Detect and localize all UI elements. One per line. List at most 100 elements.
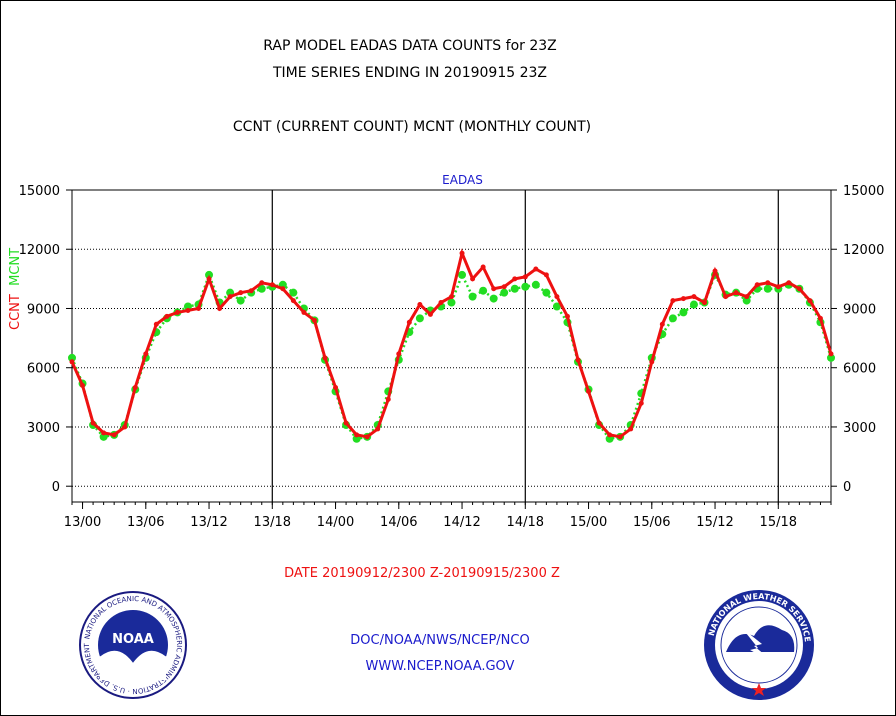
data-point-ccnt: [512, 276, 518, 282]
data-point-mcnt: [99, 432, 108, 441]
footer-org[interactable]: DOC/NOAA/NWS/NCEP/NCO: [350, 633, 530, 648]
data-point-ccnt: [406, 319, 412, 325]
data-point-mcnt: [415, 314, 424, 323]
data-point-mcnt: [257, 284, 266, 293]
data-point-mcnt: [542, 288, 551, 297]
data-point-ccnt: [786, 280, 792, 286]
data-point-mcnt: [68, 353, 76, 362]
data-point-mcnt: [489, 294, 498, 303]
data-point-ccnt: [691, 294, 697, 300]
data-point-mcnt: [521, 282, 530, 291]
data-point-ccnt: [111, 432, 117, 438]
data-point-ccnt: [185, 307, 191, 313]
data-point-ccnt: [354, 432, 360, 438]
data-point-ccnt: [733, 290, 739, 296]
data-point-ccnt: [375, 426, 381, 432]
data-point-ccnt: [617, 434, 623, 440]
noaa-logo: NATIONAL OCEANIC AND ATMOSPHERIC ADMINIS…: [78, 590, 187, 699]
data-point-ccnt: [364, 434, 370, 440]
x-tick-label: 13/12: [190, 515, 227, 530]
data-point-ccnt: [333, 384, 339, 390]
data-point-ccnt: [522, 274, 528, 280]
x-tick-label: 14/18: [507, 515, 544, 530]
data-point-ccnt: [586, 388, 592, 394]
data-point-ccnt: [807, 298, 813, 304]
data-point-ccnt: [491, 286, 497, 292]
chart-title-line1: RAP MODEL EADAS DATA COUNTS for 23Z: [263, 38, 557, 54]
data-point-ccnt: [396, 351, 402, 357]
data-point-ccnt: [554, 294, 560, 300]
data-point-mcnt: [668, 314, 677, 323]
y-tick-label-right: 0: [843, 480, 851, 495]
chart-subtitle: EADAS: [442, 173, 483, 187]
data-point-ccnt: [449, 294, 454, 300]
footer-url[interactable]: WWW.NCEP.NOAA.GOV: [365, 659, 515, 674]
y-tick-label-right: 3000: [843, 421, 876, 436]
data-point-ccnt: [754, 282, 760, 288]
data-point-ccnt: [90, 420, 96, 426]
data-point-ccnt: [670, 298, 676, 304]
data-point-mcnt: [289, 288, 298, 297]
data-point-ccnt: [480, 264, 486, 270]
y-tick-label-right: 6000: [843, 362, 876, 377]
y-tick-label-right: 12000: [843, 243, 884, 258]
data-point-ccnt: [69, 359, 75, 365]
data-point-ccnt: [765, 280, 771, 286]
y-tick-label-left: 9000: [27, 302, 60, 317]
x-tick-label: 13/00: [64, 515, 101, 530]
data-point-ccnt: [280, 286, 286, 292]
data-point-mcnt: [510, 284, 519, 293]
data-point-mcnt: [500, 288, 509, 297]
data-point-mcnt: [605, 434, 614, 443]
data-point-ccnt: [659, 321, 665, 327]
x-tick-label: 14/00: [317, 515, 354, 530]
y-tick-label-left: 6000: [27, 362, 60, 377]
x-tick-label: 14/06: [380, 515, 417, 530]
data-point-ccnt: [248, 288, 254, 294]
data-point-ccnt: [723, 294, 729, 300]
data-point-ccnt: [817, 315, 823, 321]
data-point-ccnt: [607, 432, 613, 438]
data-point-ccnt: [438, 300, 444, 306]
data-point-ccnt: [301, 309, 307, 315]
data-point-mcnt: [352, 434, 361, 443]
data-point-ccnt: [132, 384, 138, 390]
data-point-mcnt: [236, 296, 245, 305]
data-point-mcnt: [458, 270, 467, 279]
data-point-ccnt: [174, 309, 180, 315]
data-point-ccnt: [227, 294, 233, 300]
data-point-ccnt: [702, 300, 707, 306]
data-point-ccnt: [143, 351, 149, 357]
data-point-ccnt: [122, 424, 128, 430]
data-point-mcnt: [479, 286, 488, 295]
data-point-ccnt: [649, 359, 655, 365]
data-point-ccnt: [290, 298, 296, 304]
data-point-mcnt: [763, 284, 772, 293]
x-tick-label: 15/00: [570, 515, 607, 530]
data-point-ccnt: [206, 276, 212, 282]
data-point-ccnt: [217, 305, 223, 311]
x-tick-label: 13/18: [254, 515, 291, 530]
y-tick-label-right: 9000: [843, 302, 876, 317]
data-point-ccnt: [775, 284, 781, 290]
data-point-ccnt: [417, 302, 423, 308]
data-point-ccnt: [596, 420, 602, 426]
y-tick-label-left: 15000: [19, 184, 60, 199]
data-point-ccnt: [238, 290, 244, 296]
data-point-ccnt: [322, 355, 328, 361]
x-tick-label: 15/12: [696, 515, 733, 530]
data-point-mcnt: [742, 296, 751, 305]
data-point-mcnt: [531, 280, 540, 289]
x-tick-label: 13/06: [127, 515, 164, 530]
data-point-mcnt: [447, 298, 456, 307]
y-tick-label-right: 15000: [843, 184, 884, 199]
data-point-ccnt: [311, 317, 317, 323]
data-point-ccnt: [164, 313, 170, 319]
chart-title-line3: CCNT (CURRENT COUNT) MCNT (MONTHLY COUNT…: [232, 119, 592, 135]
data-point-ccnt: [269, 282, 275, 288]
data-point-mcnt: [183, 302, 192, 311]
data-point-mcnt: [679, 308, 688, 317]
y-tick-label-left: 12000: [19, 243, 60, 258]
data-point-ccnt: [153, 321, 159, 327]
